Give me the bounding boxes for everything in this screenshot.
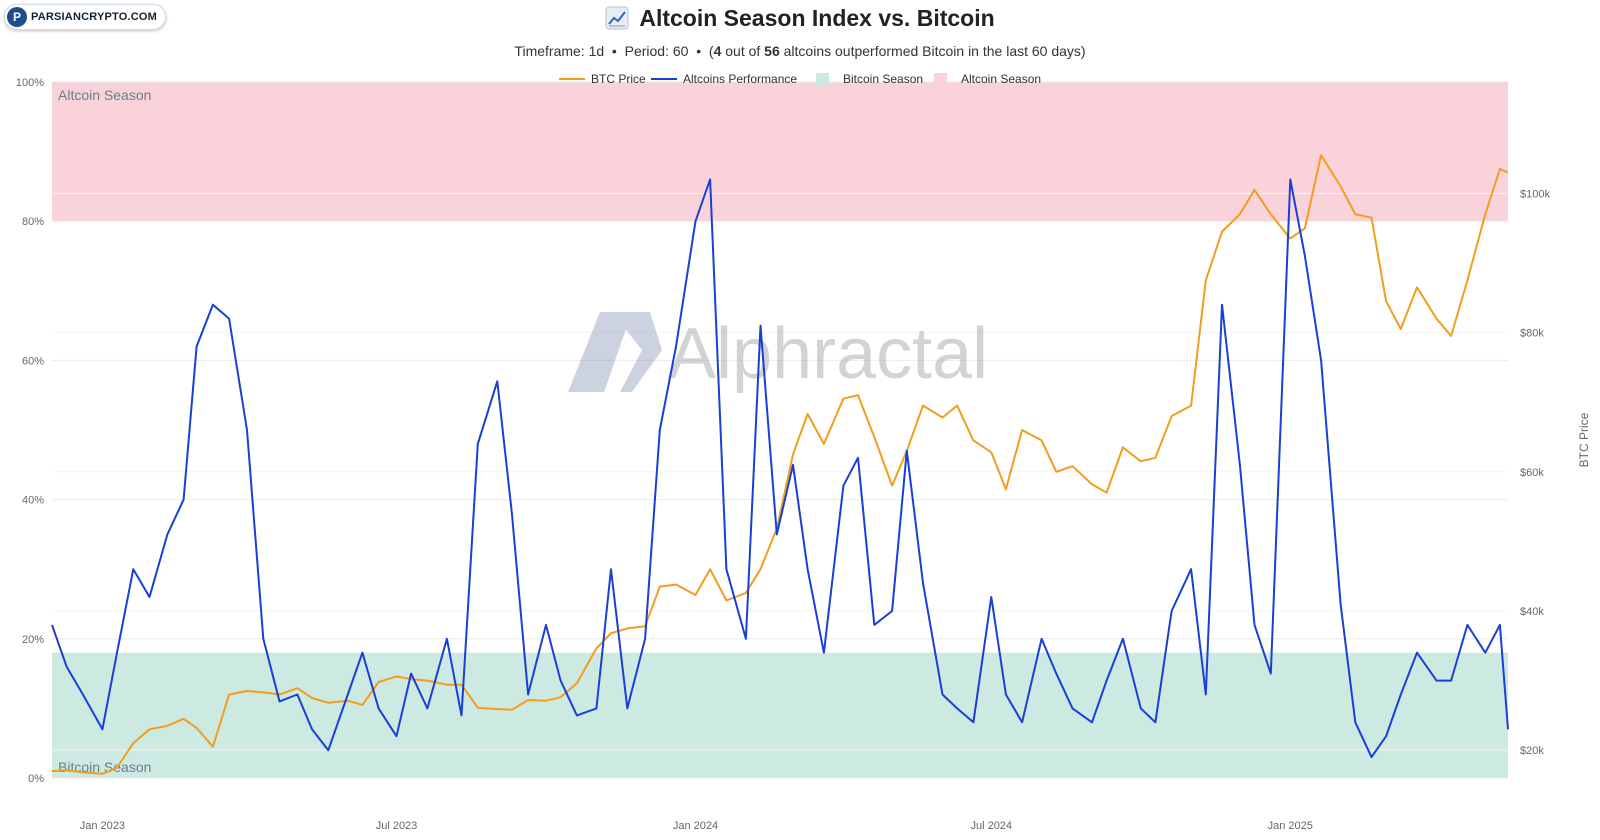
subtitle-middle: out of [721,43,765,59]
legend-item: Altcoins Performance [651,72,797,86]
subtitle-suffix: altcoins outperformed Bitcoin in the las… [779,43,1086,59]
right-tick-label: $60k [1520,467,1544,479]
left-tick-label: 20% [22,634,44,646]
right-tick-label: $20k [1520,745,1544,757]
outperformed-count: 4 [713,43,722,59]
chart-legend: BTC Price Altcoins Performance Bitcoin Sea… [559,72,1041,86]
legend-item: Bitcoin Season [816,72,923,86]
source-logo-badge: P PARSIANCRYPTO.COM [4,4,167,30]
chart-header: Altcoin Season Index vs. Bitcoin Timefra… [0,0,1600,60]
left-tick-label: 100% [16,77,44,89]
p-logo-icon: P [7,7,27,27]
legend-item: Altcoin Season [934,72,1041,86]
subtitle-prefix: Timeframe: 1d • Period: 60 • ( [514,43,714,59]
legend-swatch-box [816,73,829,85]
right-tick-label: $80k [1520,328,1544,340]
line-chart-icon [605,6,629,30]
left-tick-label: 80% [22,216,44,228]
series-line-btc-price [51,154,1509,775]
legend-label: Bitcoin Season [843,72,923,86]
right-tick-label: $100k [1520,188,1550,200]
gridlines [52,81,1508,779]
chart-title: Altcoin Season Index vs. Bitcoin [639,4,995,31]
legend-item: BTC Price [559,72,646,86]
band-altcoin-season [52,82,1508,222]
left-axis-ticks: 0% 20% 40% 60% 80% 100% [16,77,44,785]
alphractal-watermark: Alphractal [568,312,988,394]
source-logo-text: PARSIANCRYPTO.COM [31,11,158,23]
legend-label: Altcoins Performance [683,72,797,86]
right-axis-ticks: $20k $40k $60k $80k $100k [1520,188,1550,757]
series-line-altcoins-performance [51,178,1509,759]
left-tick-label: 60% [22,355,44,367]
band-label-bitcoin-season: Bitcoin Season [58,759,151,775]
right-axis-label: BTC Price [1577,412,1591,467]
band-bitcoin-season [52,652,1508,778]
left-tick-label: 0% [28,773,44,785]
series-lines [51,154,1509,775]
season-bands: Bitcoin Season Altcoin Season [52,82,1508,778]
x-tick-label: Jan 2023 [80,820,125,832]
x-axis-ticks: Jan 2023 Jul 2023 Jan 2024 Jul 2024 Jan 2025 [80,820,1313,832]
x-tick-label: Jan 2024 [673,820,718,832]
legend-swatch-box [934,73,947,85]
band-label-altcoin-season: Altcoin Season [58,87,151,103]
left-tick-label: 40% [22,495,44,507]
x-tick-label: Jul 2024 [970,820,1012,832]
legend-label: Altcoin Season [961,72,1041,86]
right-tick-label: $40k [1520,606,1544,618]
x-tick-label: Jan 2025 [1268,820,1313,832]
x-tick-label: Jul 2023 [376,820,418,832]
total-altcoins-count: 56 [764,43,780,59]
legend-label: BTC Price [591,72,646,86]
title-row: Altcoin Season Index vs. Bitcoin [0,4,1600,32]
watermark-text: Alphractal [668,314,988,394]
chart-subtitle: Timeframe: 1d • Period: 60 • (4 out of 5… [0,43,1600,59]
alphractal-logo-icon [568,312,662,392]
